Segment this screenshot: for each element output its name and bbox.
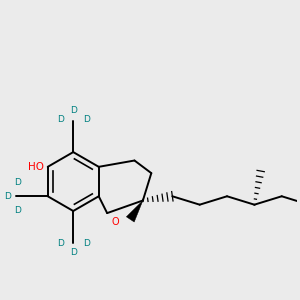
Text: D: D [83, 239, 90, 248]
Polygon shape [126, 200, 143, 222]
Text: D: D [70, 106, 77, 115]
Text: D: D [70, 248, 77, 257]
Text: D: D [4, 192, 11, 201]
Text: D: D [83, 115, 90, 124]
Text: D: D [57, 115, 64, 124]
Text: D: D [14, 206, 21, 215]
Text: D: D [57, 239, 64, 248]
Text: HO: HO [28, 162, 43, 172]
Text: O: O [111, 217, 119, 227]
Text: D: D [14, 178, 21, 187]
